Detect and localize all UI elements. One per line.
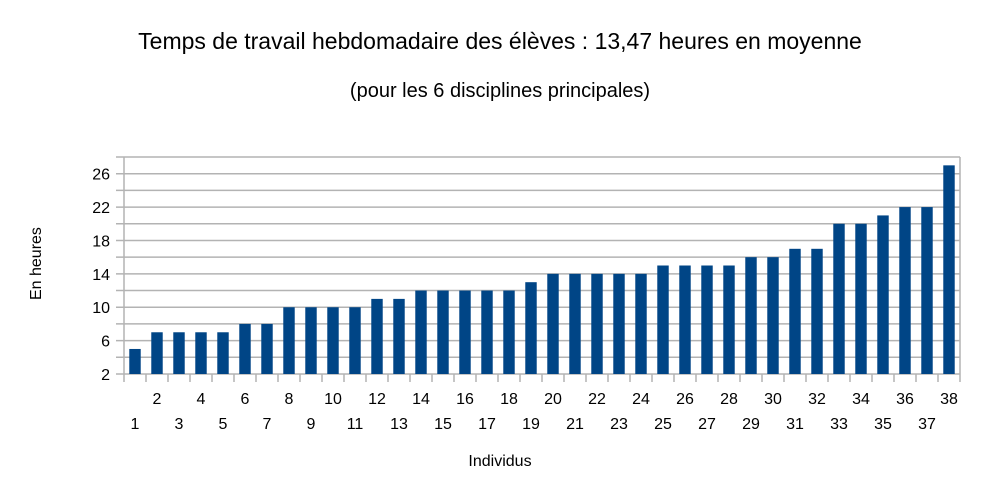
x-tick-label: 29 (742, 416, 760, 433)
bar (679, 265, 691, 374)
chart-title: Temps de travail hebdomadaire des élèves… (138, 28, 862, 54)
bar (393, 298, 405, 374)
x-tick-label: 23 (610, 416, 628, 433)
bar (261, 323, 273, 374)
bar (283, 307, 295, 374)
bar (129, 348, 141, 374)
x-tick-label: 13 (390, 416, 408, 433)
bar (855, 223, 867, 374)
x-tick-label: 4 (197, 391, 206, 408)
x-tick-label: 32 (808, 391, 826, 408)
bar (349, 307, 361, 374)
bar (789, 248, 801, 374)
x-tick-label: 7 (263, 416, 272, 433)
bar (767, 257, 779, 374)
bar (371, 298, 383, 374)
bar (151, 332, 163, 374)
x-tick-label: 12 (368, 391, 386, 408)
x-tick-label: 14 (412, 391, 430, 408)
y-tick-label: 14 (92, 267, 110, 284)
bar (173, 332, 185, 374)
x-tick-label: 31 (786, 416, 804, 433)
x-tick-label: 2 (153, 391, 162, 408)
x-tick-label: 28 (720, 391, 738, 408)
bar (569, 273, 581, 374)
x-tick-label: 8 (285, 391, 294, 408)
bar (613, 273, 625, 374)
bar (899, 207, 911, 374)
y-tick-label: 6 (101, 334, 110, 351)
x-tick-label: 35 (874, 416, 892, 433)
x-tick-label: 11 (347, 416, 364, 433)
bar (833, 223, 845, 374)
bar (481, 290, 493, 374)
bar (547, 273, 559, 374)
bar (811, 248, 823, 374)
x-tick-label: 10 (324, 391, 342, 408)
x-tick-label: 34 (852, 391, 870, 408)
x-tick-label: 9 (307, 416, 316, 433)
y-tick-label: 22 (92, 200, 110, 217)
x-tick-label: 24 (632, 391, 650, 408)
x-axis-label: Individus (468, 453, 532, 470)
bar (239, 323, 251, 374)
y-tick-label: 2 (101, 367, 110, 384)
bar (327, 307, 339, 374)
x-tick-label: 22 (588, 391, 606, 408)
bar (723, 265, 735, 374)
x-tick-label: 36 (896, 391, 914, 408)
x-tick-label: 19 (522, 416, 540, 433)
chart-subtitle: (pour les 6 disciplines principales) (349, 80, 651, 102)
x-tick-label: 3 (175, 416, 184, 433)
bar (217, 332, 229, 374)
bar (591, 273, 603, 374)
bar (503, 290, 515, 374)
bar (525, 282, 537, 374)
x-tick-label: 5 (219, 416, 228, 433)
bar (195, 332, 207, 374)
bar (943, 165, 955, 374)
bar (437, 290, 449, 374)
x-tick-label: 6 (241, 391, 250, 408)
x-tick-label: 17 (478, 416, 496, 433)
x-tick-label: 16 (456, 391, 474, 408)
bar (657, 265, 669, 374)
x-tick-label: 30 (764, 391, 782, 408)
x-tick-label: 25 (654, 416, 672, 433)
y-tick-label: 10 (92, 300, 110, 317)
y-tick-label: 18 (92, 233, 110, 250)
bar (921, 207, 933, 374)
x-tick-label: 20 (544, 391, 562, 408)
x-tick-label: 26 (676, 391, 694, 408)
bar (635, 273, 647, 374)
x-tick-label: 21 (566, 416, 584, 433)
x-tick-label: 37 (918, 416, 936, 433)
bar (459, 290, 471, 374)
y-tick-label: 26 (92, 167, 110, 184)
x-tick-label: 15 (434, 416, 452, 433)
x-tick-label: 33 (830, 416, 848, 433)
x-tick-label: 18 (500, 391, 518, 408)
x-tick-label: 38 (940, 391, 958, 408)
x-tick-label: 27 (698, 416, 716, 433)
bar (745, 257, 757, 374)
bar (701, 265, 713, 374)
bar (877, 215, 889, 374)
x-tick-label: 1 (131, 416, 140, 433)
bar (415, 290, 427, 374)
bar (305, 307, 317, 374)
